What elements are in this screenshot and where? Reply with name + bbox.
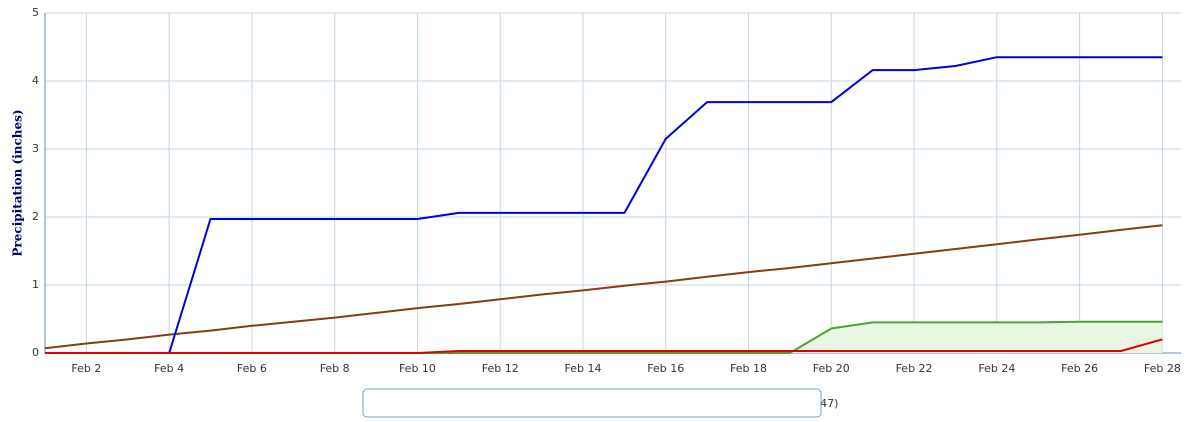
x-tick-label: Feb 18 bbox=[730, 362, 767, 375]
y-tick-label: 3 bbox=[32, 142, 39, 155]
x-tick-label: Feb 10 bbox=[399, 362, 436, 375]
y-tick-label: 0 bbox=[32, 346, 39, 359]
x-tick-label: Feb 28 bbox=[1144, 362, 1181, 375]
y-tick-label: 1 bbox=[32, 278, 39, 291]
x-tick-label: Feb 8 bbox=[320, 362, 350, 375]
x-tick-label: Feb 4 bbox=[154, 362, 184, 375]
x-tick-label: Feb 12 bbox=[482, 362, 519, 375]
y-tick-label: 4 bbox=[32, 74, 39, 87]
x-tick-label: Feb 16 bbox=[647, 362, 684, 375]
line bbox=[44, 224, 1163, 350]
line bbox=[45, 338, 1163, 354]
x-tick-label: Feb 26 bbox=[1061, 362, 1098, 375]
area bbox=[45, 321, 1163, 353]
x-tick-label: Feb 24 bbox=[978, 362, 1015, 375]
x-tick-label: Feb 6 bbox=[237, 362, 267, 375]
y-axis-label: Precipitation (inches) bbox=[11, 109, 25, 256]
x-tick-label: Feb 22 bbox=[896, 362, 933, 375]
x-tick-label: Feb 14 bbox=[565, 362, 602, 375]
x-tick-label: Feb 20 bbox=[813, 362, 850, 375]
legend-box bbox=[362, 388, 822, 418]
y-tick-label: 5 bbox=[32, 6, 39, 19]
x-tick-label: Feb 2 bbox=[71, 362, 101, 375]
line bbox=[45, 56, 1163, 354]
y-tick-label: 2 bbox=[32, 210, 39, 223]
